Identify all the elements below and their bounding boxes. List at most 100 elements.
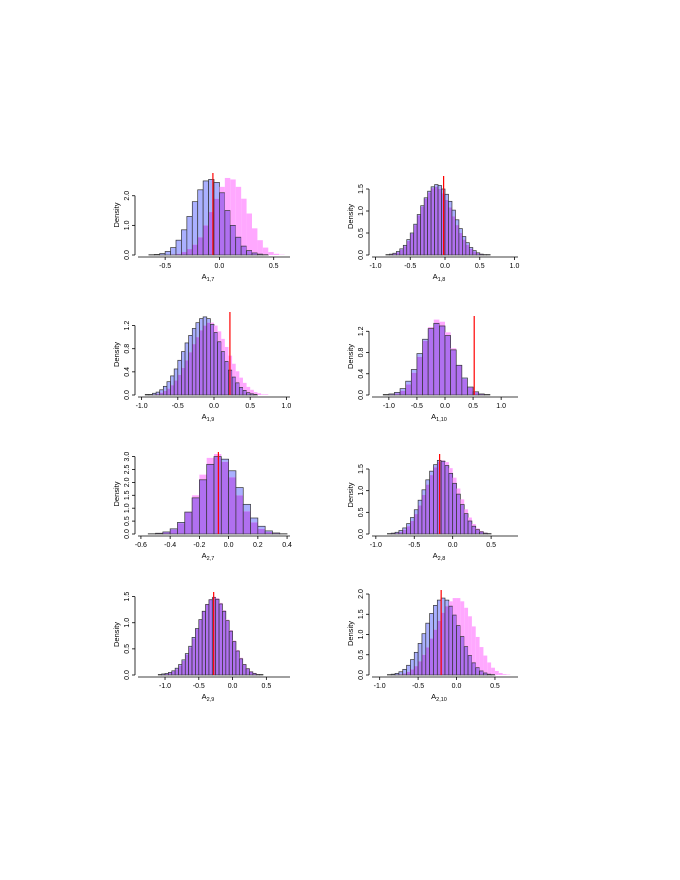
histogram-bar-overlap — [171, 671, 176, 675]
y-axis-label: Density — [346, 621, 355, 646]
histogram-bar — [414, 652, 419, 667]
x-tick-label: -1.0 — [374, 683, 386, 690]
histogram-bar-overlap — [192, 497, 200, 534]
y-tick-label: 1.2 — [358, 326, 365, 336]
histogram-bar-overlap — [410, 521, 415, 534]
histogram-bar-outline — [472, 391, 480, 396]
histogram-bar — [456, 598, 461, 626]
histogram-bar — [225, 619, 230, 621]
histogram-bar-outline — [257, 525, 266, 535]
histogram-bar — [475, 636, 480, 668]
histogram-bar-overlap — [177, 374, 182, 395]
histogram-bar-overlap — [199, 479, 207, 534]
histogram-bar — [185, 342, 189, 361]
x-tick-label: -0.2 — [193, 542, 205, 549]
histogram-bar-overlap — [208, 599, 213, 675]
histogram-panel: -1.0 -0.5 0.0 0.5 0.0 0.5 1.0 1.5 Density A2,9 — [112, 592, 290, 703]
histogram-bar-overlap — [425, 647, 430, 675]
histogram-bar — [391, 674, 396, 675]
histogram-bar — [402, 527, 407, 530]
histogram-bar-overlap — [265, 531, 273, 534]
histogram-bar-overlap — [472, 251, 477, 255]
histogram-bar — [221, 459, 229, 462]
histogram-bar-outline — [483, 394, 491, 396]
histogram-bar — [411, 369, 417, 373]
histogram-bar — [418, 500, 422, 506]
histogram-bar-overlap — [224, 210, 231, 255]
histogram-bar-overlap — [239, 658, 243, 675]
histogram-bar-overlap — [464, 646, 469, 675]
histogram-bar — [241, 198, 247, 247]
histogram-bar-outline — [461, 377, 468, 396]
histogram-bar — [176, 240, 182, 254]
histogram-bar-overlap — [199, 330, 204, 395]
y-axis-label: Density — [112, 342, 121, 367]
histogram-bar — [159, 253, 166, 255]
histogram-bar-overlap — [471, 662, 476, 675]
y-tick-label: 1.0 — [358, 486, 365, 496]
histogram-bar-overlap — [422, 340, 429, 395]
histogram-bar-overlap — [178, 665, 182, 675]
histogram-bar-overlap — [403, 246, 407, 255]
x-tick-label: -1.0 — [369, 263, 381, 270]
y-tick-label: 1.0 — [124, 503, 131, 513]
histogram-bar — [471, 524, 476, 527]
histogram-bar — [163, 386, 167, 391]
x-axis-label: A2,8 — [433, 551, 446, 562]
histogram-bar-overlap — [170, 529, 178, 534]
histogram-bar — [181, 351, 186, 368]
histogram-bar — [246, 386, 251, 393]
histogram-bar-overlap — [185, 654, 189, 675]
histogram-bar — [250, 518, 258, 523]
histogram-bar-overlap — [439, 325, 445, 395]
histogram-bar-overlap — [198, 619, 203, 675]
histogram-bar-overlap — [224, 361, 229, 395]
histogram-bar-overlap — [203, 225, 209, 255]
histogram-bar-overlap — [235, 495, 244, 534]
histogram-bar — [414, 509, 419, 515]
histogram-bar — [192, 201, 198, 245]
histogram-panel: -1.0 -0.5 0.0 0.5 0.0 0.5 1.0 1.5 Density A2,8 — [346, 454, 518, 562]
histogram-bar-overlap — [450, 349, 457, 395]
x-tick-label: -1.0 — [136, 403, 148, 410]
histogram-bar — [410, 659, 415, 670]
x-tick-label: 0.5 — [486, 542, 496, 549]
histogram-bar — [425, 623, 430, 648]
histogram-bar — [429, 613, 434, 639]
histogram-bar-overlap — [221, 351, 225, 395]
y-tick-label: 0.5 — [124, 516, 131, 526]
x-tick-label: 0.0 — [448, 542, 458, 549]
histogram-bar-overlap — [479, 254, 484, 255]
histogram-bar-overlap — [418, 505, 422, 534]
histogram-bar-overlap — [156, 393, 160, 395]
y-tick-label: 0.0 — [124, 670, 131, 680]
histogram-bar — [192, 328, 196, 345]
histogram-bar-overlap — [448, 606, 453, 675]
histogram-bar-overlap — [246, 668, 250, 675]
histogram-bar-overlap — [228, 477, 236, 534]
y-tick-label: 0.8 — [358, 348, 365, 358]
histogram-bar-overlap — [246, 392, 251, 395]
histogram-bar-overlap — [445, 200, 449, 255]
y-axis-label: Density — [112, 481, 121, 506]
histogram-bar — [239, 657, 243, 659]
histogram-bar — [228, 470, 236, 478]
histogram-bar-overlap — [479, 670, 484, 675]
histogram-bar-overlap — [230, 225, 236, 255]
histogram-bar-overlap — [456, 494, 461, 534]
histogram-bar-overlap — [473, 392, 479, 395]
histogram-bar — [181, 229, 187, 253]
histogram-bar — [479, 647, 484, 671]
histogram-bar-overlap — [235, 382, 240, 395]
histogram-bar — [186, 216, 193, 250]
histogram-bar-overlap — [235, 237, 242, 255]
histogram-bar — [424, 197, 428, 199]
histogram-bar — [257, 393, 262, 395]
x-axis-label: A1,9 — [202, 412, 215, 423]
histogram-bar — [405, 381, 412, 385]
histogram-bar-overlap — [188, 352, 193, 395]
histogram-bar-overlap — [166, 388, 171, 395]
histogram-bar-overlap — [452, 615, 457, 675]
histogram-bar — [437, 600, 442, 621]
histogram-bar — [398, 530, 403, 532]
